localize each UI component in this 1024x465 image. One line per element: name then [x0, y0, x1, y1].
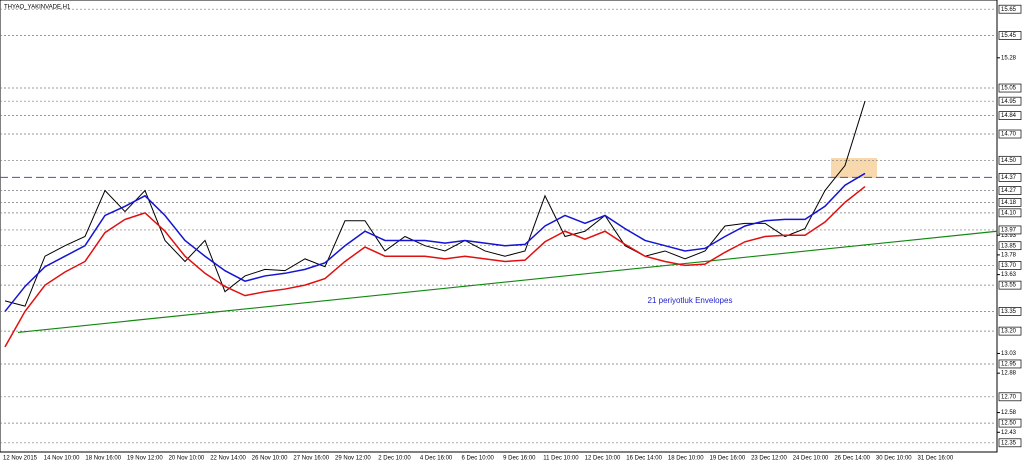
level-label: 14.50 — [1001, 158, 1017, 164]
level-box — [998, 359, 1022, 369]
x-tick-label: 12 Dec 10:00 — [585, 456, 621, 462]
level-box — [998, 261, 1022, 270]
x-tick-label: 26 Nov 10:00 — [252, 456, 288, 462]
x-tick-label: 18 Nov 16:00 — [85, 456, 121, 462]
level-box — [998, 186, 1022, 195]
y-tick-label: 15.28 — [1001, 55, 1017, 61]
x-tick-label: 11 Dec 10:00 — [543, 456, 579, 462]
level-box — [998, 83, 1022, 93]
x-tick-label: 29 Nov 12:00 — [335, 456, 371, 462]
x-tick-label: 4 Dec 16:00 — [420, 456, 453, 462]
x-tick-label: 23 Dec 12:00 — [751, 456, 787, 462]
level-box — [998, 241, 1022, 251]
level-label: 14.10 — [1001, 210, 1017, 216]
level-label: 15.05 — [1001, 86, 1017, 92]
level-label: 14.84 — [1001, 113, 1017, 119]
y-tick-label: 12.88 — [1001, 371, 1017, 377]
level-box — [998, 155, 1022, 165]
x-tick-label: 22 Nov 14:00 — [210, 456, 246, 462]
level-label: 15.45 — [1001, 33, 1017, 39]
level-label: 12.50 — [1001, 421, 1017, 427]
level-box — [998, 418, 1022, 428]
x-tick-label: 27 Nov 16:00 — [293, 456, 329, 462]
x-tick-label: 14 Nov 10:00 — [44, 456, 80, 462]
series-line — [4, 172, 866, 312]
level-label: 12.70 — [1001, 394, 1017, 400]
level-box — [998, 197, 1022, 207]
level-box — [998, 307, 1022, 316]
level-label: 12.95 — [1001, 362, 1017, 368]
series-line — [4, 185, 866, 348]
level-box — [998, 326, 1022, 336]
x-tick-label: 12 Nov 2015 — [3, 456, 38, 462]
level-label: 15.65 — [1001, 7, 1017, 13]
level-label: 13.55 — [1001, 283, 1017, 289]
level-label: 13.35 — [1001, 309, 1017, 315]
series-line — [4, 101, 866, 307]
x-tick-label: 26 Dec 14:00 — [834, 456, 870, 462]
level-label: 14.18 — [1001, 200, 1017, 206]
level-box — [998, 4, 1022, 14]
level-box — [998, 96, 1022, 106]
y-tick-label: 13.03 — [1001, 351, 1017, 357]
x-tick-label: 9 Dec 16:00 — [503, 456, 536, 462]
level-label: 14.70 — [1001, 132, 1017, 138]
annotation: 21 periyotluk Envelopes — [648, 296, 733, 305]
x-tick-label: 2 Dec 10:00 — [378, 456, 411, 462]
plot-frame — [0, 0, 998, 453]
level-box — [998, 31, 1022, 40]
trend-line — [17, 230, 998, 334]
level-box — [998, 392, 1022, 402]
x-tick-label: 19 Nov 12:00 — [127, 456, 163, 462]
y-tick-label: 13.93 — [1001, 233, 1017, 239]
x-tick-label: 20 Nov 10:00 — [169, 456, 205, 462]
highlight-box — [831, 158, 877, 178]
level-box — [998, 173, 1022, 182]
level-box — [998, 208, 1022, 218]
level-label: 12.35 — [1001, 440, 1017, 446]
x-tick-label: 30 Dec 10:00 — [876, 456, 912, 462]
level-label: 13.97 — [1001, 228, 1017, 234]
x-tick-label: 16 Dec 14:00 — [626, 456, 662, 462]
level-box — [998, 280, 1022, 290]
x-tick-label: 19 Dec 16:00 — [709, 456, 745, 462]
level-label: 14.95 — [1001, 99, 1017, 105]
level-box — [998, 129, 1022, 139]
level-label: 13.85 — [1001, 243, 1017, 249]
x-tick-label: 6 Dec 10:00 — [462, 456, 495, 462]
level-label: 14.37 — [1001, 175, 1017, 181]
level-box — [998, 225, 1022, 235]
y-tick-label: 12.43 — [1001, 430, 1017, 436]
x-tick-label: 31 Dec 16:00 — [918, 456, 954, 462]
level-box — [998, 111, 1022, 120]
y-tick-label: 13.63 — [1001, 272, 1017, 278]
level-box — [998, 438, 1022, 448]
x-tick-label: 18 Dec 10:00 — [668, 456, 704, 462]
chart-title: THYAO_YAKINVADE,H1 — [4, 5, 71, 11]
level-label: 14.27 — [1001, 188, 1017, 194]
y-tick-label: 12.58 — [1001, 410, 1017, 416]
y-tick-label: 13.78 — [1001, 252, 1017, 258]
level-label: 13.20 — [1001, 329, 1017, 335]
x-tick-label: 24 Dec 10:00 — [793, 456, 829, 462]
level-label: 13.70 — [1001, 263, 1017, 269]
